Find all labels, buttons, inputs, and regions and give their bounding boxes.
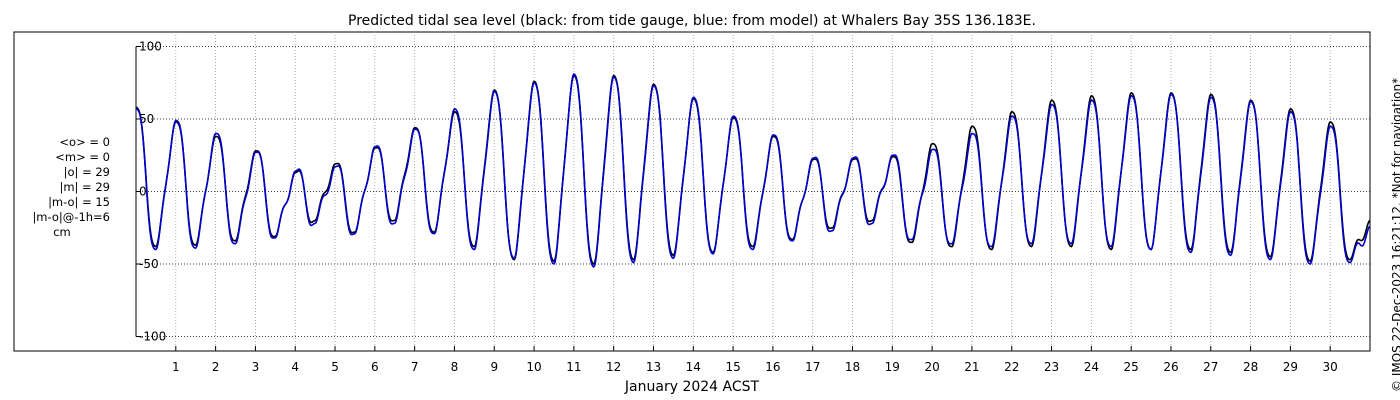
grid bbox=[136, 32, 1370, 351]
x-tick-label: 17 bbox=[805, 360, 820, 374]
x-tick-label: 15 bbox=[725, 360, 740, 374]
stat-unit: cm bbox=[53, 225, 71, 239]
x-tick-label: 1 bbox=[172, 360, 180, 374]
x-tick-label: 29 bbox=[1283, 360, 1298, 374]
x-tick-label: 5 bbox=[331, 360, 339, 374]
series-group bbox=[135, 73, 1371, 269]
x-tick-label: 23 bbox=[1044, 360, 1059, 374]
y-tick-label: 0 bbox=[139, 185, 147, 199]
x-tick-label: 13 bbox=[646, 360, 661, 374]
x-axis-label: January 2024 ACST bbox=[624, 379, 760, 395]
copyright-credit: © IMOS 22-Dec-2023 16:21:12. *Not for na… bbox=[1390, 77, 1400, 392]
x-tick-label: 4 bbox=[291, 360, 299, 374]
y-tick-label: -50 bbox=[139, 257, 159, 271]
x-tick-label: 19 bbox=[885, 360, 900, 374]
x-tick-label: 10 bbox=[526, 360, 541, 374]
x-tick-label: 25 bbox=[1124, 360, 1139, 374]
x-tick-label: 6 bbox=[371, 360, 379, 374]
y-tick-label: -100 bbox=[139, 330, 166, 344]
stat-abs-observed: |o| = 29 bbox=[63, 165, 110, 179]
x-tick-label: 3 bbox=[252, 360, 260, 374]
stat-abs-diff: |m-o| = 15 bbox=[48, 195, 110, 209]
y-axis: 100 50 0 -50 -100 bbox=[135, 40, 166, 344]
x-tick-label: 22 bbox=[1004, 360, 1019, 374]
x-tick-label: 14 bbox=[686, 360, 701, 374]
x-tick-label: 18 bbox=[845, 360, 860, 374]
x-tick-label: 26 bbox=[1163, 360, 1178, 374]
x-tick-label: 21 bbox=[964, 360, 979, 374]
x-tick-label: 27 bbox=[1203, 360, 1218, 374]
x-tick-label: 16 bbox=[765, 360, 780, 374]
stat-mean-observed: <o> = 0 bbox=[59, 135, 110, 149]
x-tick-label: 8 bbox=[451, 360, 459, 374]
x-tick-label: 30 bbox=[1323, 360, 1338, 374]
y-tick-label: 50 bbox=[139, 112, 154, 126]
x-tick-label: 11 bbox=[566, 360, 581, 374]
chart-title: Predicted tidal sea level (black: from t… bbox=[348, 13, 1036, 29]
stat-mean-model: <m> = 0 bbox=[55, 150, 110, 164]
statistics-panel: <o> = 0 <m> = 0 |o| = 29 |m| = 29 |m-o| … bbox=[14, 135, 110, 240]
x-tick-label: 20 bbox=[924, 360, 939, 374]
y-tick-label: 100 bbox=[139, 40, 162, 54]
x-tick-label: 24 bbox=[1084, 360, 1099, 374]
x-tick-label: 2 bbox=[212, 360, 220, 374]
x-axis: 1 2 3 4 5 6 7 8 9 10 11 12 13 14 15 16 17 18 19 20 21 22 23 24 2… bbox=[172, 346, 1338, 374]
x-tick-label: 28 bbox=[1243, 360, 1258, 374]
x-tick-label: 9 bbox=[490, 360, 498, 374]
x-tick-label: 7 bbox=[411, 360, 419, 374]
series-model-line bbox=[135, 73, 1371, 269]
x-tick-label: 12 bbox=[606, 360, 621, 374]
stat-abs-diff-lag: |m-o|@-1h=6 bbox=[32, 210, 110, 224]
stat-abs-model: |m| = 29 bbox=[59, 180, 110, 194]
